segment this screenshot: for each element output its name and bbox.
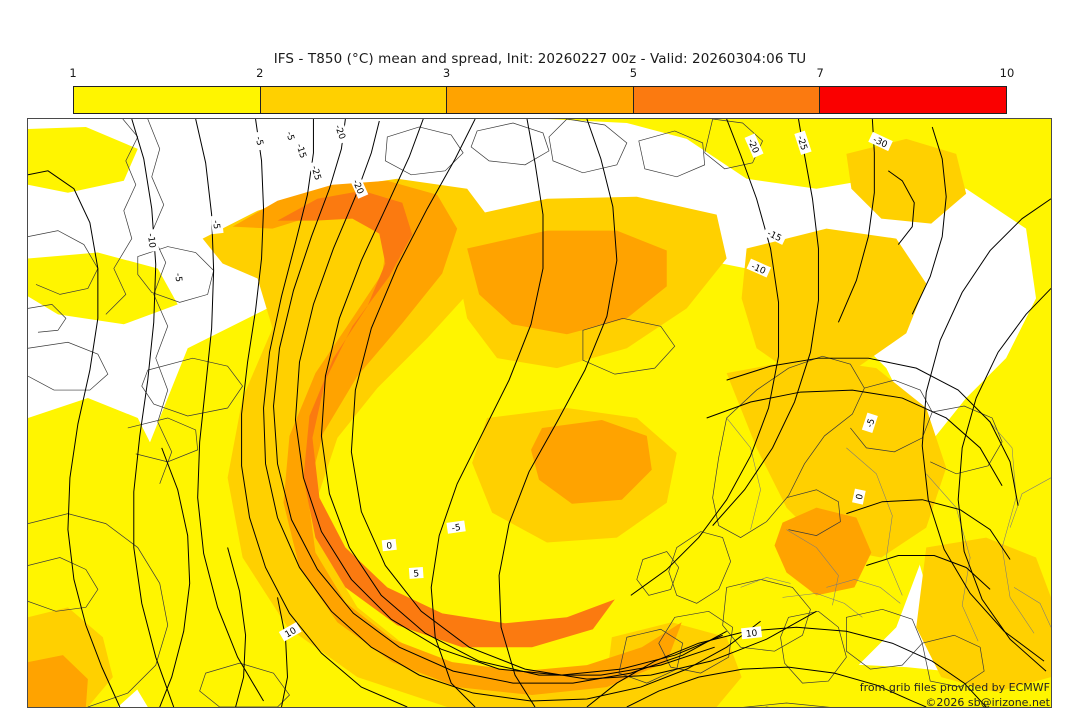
contour-label: 10	[741, 626, 763, 640]
colorbar-tick-labels: 1 2 3 5 7 10	[69, 66, 1014, 84]
spread-band-2	[741, 228, 927, 377]
contour-label: -5	[446, 520, 466, 534]
contour-label: -25	[308, 160, 326, 185]
colorbar-gradient	[73, 86, 1007, 114]
contour-label: -5	[253, 130, 268, 151]
colorbar-tick-1: 1	[69, 66, 77, 80]
contour-label-group: -5 -5 -15 -20	[145, 119, 893, 642]
svg-text:-15: -15	[293, 143, 307, 160]
colorbar-segment-5-7	[633, 87, 821, 113]
svg-text:-5: -5	[865, 417, 877, 429]
colorbar-tick-10: 10	[999, 66, 1015, 80]
spread-band-2	[916, 537, 1051, 693]
contour-label: -15	[293, 138, 311, 163]
svg-text:5: 5	[413, 569, 419, 579]
contour-label: -5	[210, 215, 224, 235]
page-title: IFS - T850 (°C) mean and spread, Init: 2…	[273, 51, 807, 67]
spread-band-2	[606, 622, 742, 707]
svg-text:-5: -5	[451, 523, 461, 534]
svg-text:-5: -5	[284, 131, 296, 142]
contour-label: -25	[794, 130, 812, 155]
colorbar: 1 2 3 5 7 10	[69, 66, 1014, 114]
colorbar-tick-7: 7	[816, 66, 824, 80]
svg-text:-5: -5	[172, 273, 183, 283]
contour-label: -10	[145, 228, 160, 253]
contour-label: -20	[331, 119, 350, 144]
temperature-contours	[28, 119, 1051, 707]
map-svg: -5 -5 -15 -20	[28, 119, 1051, 707]
contour-label: -5	[172, 268, 186, 287]
svg-text:0: 0	[386, 541, 393, 552]
svg-text:-20: -20	[332, 124, 347, 141]
colorbar-tick-3: 3	[442, 66, 451, 80]
colorbar-segment-7-10	[820, 87, 1006, 113]
map-canvas[interactable]: -5 -5 -15 -20	[27, 118, 1052, 708]
contour-label: 0	[381, 538, 397, 552]
contour-label: -5	[283, 125, 299, 146]
svg-text:-5: -5	[253, 136, 265, 147]
colorbar-segment-1-2	[74, 87, 261, 113]
spread-band-3	[774, 507, 872, 596]
spread-shading	[28, 119, 1051, 707]
svg-text:-10: -10	[145, 233, 157, 249]
spread-band-2	[846, 138, 967, 224]
colorbar-tick-5: 5	[629, 66, 638, 80]
svg-text:10: 10	[745, 629, 758, 640]
contour-label: 0	[852, 488, 866, 505]
svg-text:-25: -25	[309, 165, 323, 182]
colorbar-segment-2-3	[260, 87, 448, 113]
contour-label: -5	[861, 412, 878, 434]
colorbar-tick-2: 2	[256, 66, 264, 80]
svg-text:-25: -25	[795, 135, 809, 152]
spread-band-3	[28, 655, 88, 707]
contour-label: 5	[408, 567, 424, 580]
svg-text:-5: -5	[210, 220, 221, 230]
spread-band-2	[202, 178, 727, 707]
spread-band-2	[726, 358, 947, 558]
svg-text:0: 0	[855, 493, 866, 501]
spread-band-1	[28, 252, 178, 325]
colorbar-segment-3-5	[447, 87, 634, 113]
spread-band-3	[531, 419, 652, 504]
